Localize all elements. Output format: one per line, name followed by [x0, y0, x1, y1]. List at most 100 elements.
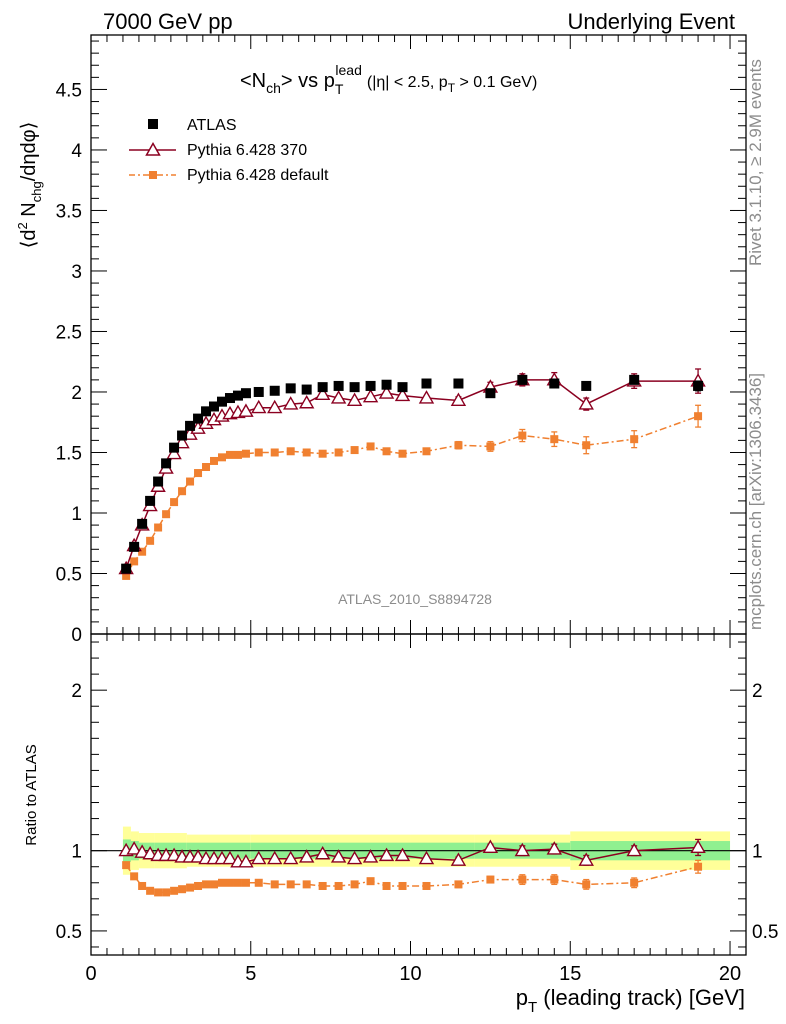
ratio-pythia-default-point	[398, 881, 407, 890]
pythia-default-point	[582, 441, 591, 450]
pythia-default-point	[186, 477, 195, 486]
main-y-axis-label: ⟨d2 Nchg/dηdφ⟩	[15, 122, 44, 249]
legend-marker-pythia370	[145, 141, 161, 156]
header-left: 7000 GeV pp	[103, 9, 233, 34]
ratio-pythia370-point	[222, 850, 238, 865]
ratio-pythia-default-point	[270, 880, 279, 889]
pythia-default-point	[398, 449, 407, 458]
pythia-default-point	[350, 446, 359, 455]
pythia-default-point	[233, 450, 242, 459]
ratio-pythia370-point	[394, 847, 411, 862]
ratio-y-tick-label-right: 1	[752, 842, 763, 863]
atlas-point	[224, 393, 235, 404]
main-y-tick-label: 4	[71, 141, 82, 162]
atlas-point	[253, 386, 264, 397]
main-y-tick-label: 0.5	[56, 564, 82, 585]
ratio-pythia-default-point	[550, 875, 559, 884]
xlabel-rest: (leading track) [GeV]	[537, 985, 745, 1010]
x-tick-label: 15	[559, 963, 581, 985]
atlas-point	[232, 390, 243, 401]
ylabel-open: ⟨d	[18, 229, 40, 248]
pythia-default-point	[225, 450, 234, 459]
main-y-tick-label: 4.5	[56, 80, 82, 101]
ratio-pythia-default-point	[122, 861, 131, 870]
pythia-default-point	[270, 448, 279, 457]
pythia-default-point	[366, 442, 375, 451]
atlas-point	[269, 385, 280, 396]
ylabel-sup: 2	[15, 222, 30, 229]
x-tick-label: 5	[245, 963, 256, 985]
atlas-point	[145, 495, 156, 506]
ratio-pythia-default-point	[194, 881, 203, 890]
pythia-default-point	[162, 510, 171, 519]
legend-label-atlas: ATLAS	[187, 117, 237, 134]
ylabel-n: N	[18, 202, 40, 222]
ratio-pythia370-point	[362, 849, 379, 863]
atlas-point	[549, 378, 560, 389]
ratio-pythia370-point	[251, 850, 267, 865]
ratio-pythia-default-point	[518, 875, 527, 884]
atlas-point	[397, 382, 408, 393]
ratio-pythia370-point	[378, 847, 395, 862]
pythia-default-point	[302, 448, 311, 457]
pythia370-point	[450, 392, 467, 407]
ratio-pythia370-point	[418, 850, 435, 865]
ratio-pythia370-point	[514, 842, 531, 857]
ratio-pythia370-point	[578, 852, 594, 866]
ratio-pythia-default-point	[382, 881, 391, 890]
title-cut: (|η| < 2.5, p	[367, 74, 448, 91]
atlas-point	[285, 383, 296, 394]
ratio-pythia-default-point	[422, 881, 431, 890]
ratio-pythia-default-point	[186, 883, 195, 892]
pythia370-point	[251, 399, 267, 414]
atlas-point	[365, 380, 376, 391]
title-mid: > vs p	[281, 70, 335, 92]
ratio-pythia-default-point	[286, 880, 295, 889]
main-panel-title: <Nch> vs pTlead(|η| < 2.5, pT > 0.1 GeV)	[240, 62, 537, 97]
pythia-default-point	[286, 447, 295, 456]
atlas-point	[153, 476, 164, 487]
pythia-default-point	[218, 453, 226, 462]
pythia-default-point	[422, 447, 431, 456]
pythia-default-point	[154, 523, 163, 532]
pythia-default-point	[138, 547, 147, 556]
ratio-pythia370-point	[346, 850, 363, 865]
ratio-pythia-default-point	[350, 880, 359, 889]
ratio-pythia-default-point	[146, 886, 155, 895]
atlas-point	[693, 380, 704, 391]
ratio-pythia-default-point	[366, 877, 375, 886]
atlas-point	[421, 378, 432, 389]
pythia-default-point	[550, 435, 559, 444]
pythia-default-point	[318, 449, 327, 458]
ratio-pythia-default-point	[225, 878, 234, 887]
title-prefix: <N	[240, 70, 266, 92]
ratio-pythia-default-point	[582, 880, 591, 889]
atlas-point	[517, 374, 528, 385]
pythia-default-point	[454, 441, 463, 450]
pythia-default-point	[254, 448, 263, 457]
pythia-default-point	[194, 469, 203, 478]
atlas-point	[201, 406, 212, 417]
legend: ATLAS Pythia 6.428 370 Pythia 6.428 defa…	[129, 117, 329, 184]
pythia-default-point	[630, 435, 639, 444]
atlas-point	[217, 396, 227, 407]
main-y-tick-label: 3.5	[56, 201, 82, 222]
atlas-point	[161, 458, 172, 469]
ratio-pythia370-point	[282, 850, 299, 865]
ratio-pythia370-point	[450, 852, 467, 866]
ratio-y-tick-label: 1	[71, 842, 82, 863]
ylabel-sub: chg	[29, 181, 44, 202]
ratio-pythia-default-point	[178, 885, 187, 894]
legend-marker-atlas	[148, 119, 158, 129]
ratio-pythia-default-point	[454, 880, 463, 889]
pythia370-point	[578, 396, 594, 410]
pythia-default-line	[125, 415, 699, 577]
main-y-tick-label: 2.5	[56, 322, 82, 343]
atlas-point	[333, 380, 344, 391]
pythia-default-point	[146, 536, 155, 545]
x-axis-label: pT (leading track) [GeV]	[516, 985, 745, 1016]
ratio-pythia-default-point	[218, 878, 226, 887]
atlas-point	[193, 413, 204, 424]
ratio-pythia370-point	[546, 841, 562, 855]
